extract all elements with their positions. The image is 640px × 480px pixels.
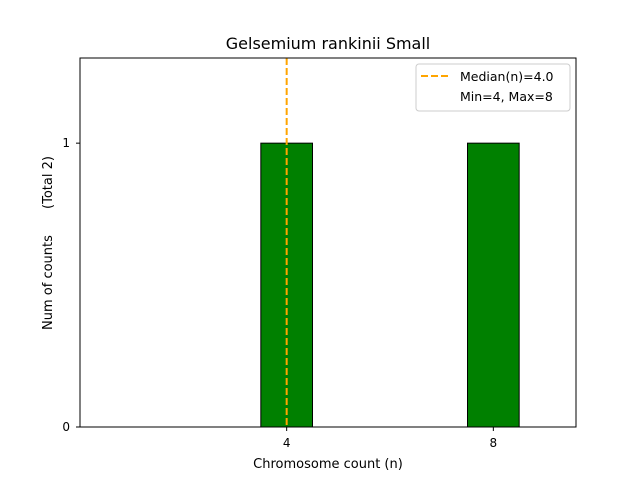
legend-box <box>415 63 571 112</box>
x-tick-label: 8 <box>490 436 498 450</box>
axes-frame <box>79 57 577 428</box>
legend-entry-min-max: Min=4, Max=8 <box>460 89 553 104</box>
bar-8 <box>467 142 520 428</box>
tick-layer: 4 8 0 1 <box>62 136 497 450</box>
x-axis-label: Chromosome count (n) <box>253 457 403 472</box>
legend: Median(n)=4.0 Min=4, Max=8 <box>415 63 571 112</box>
y-axis-label-text: Num of counts <box>41 235 56 330</box>
chart-title: Gelsemium rankinii Small <box>226 34 431 53</box>
y-tick-label: 1 <box>62 136 70 150</box>
y-tick-label: 0 <box>62 420 70 434</box>
x-tick-label: 4 <box>283 436 291 450</box>
y-axis-label: Num of counts (Total 2) <box>41 156 56 330</box>
legend-entry-median: Median(n)=4.0 <box>460 69 554 84</box>
plot-area <box>260 58 520 428</box>
y-axis-total-text: (Total 2) <box>41 156 56 209</box>
